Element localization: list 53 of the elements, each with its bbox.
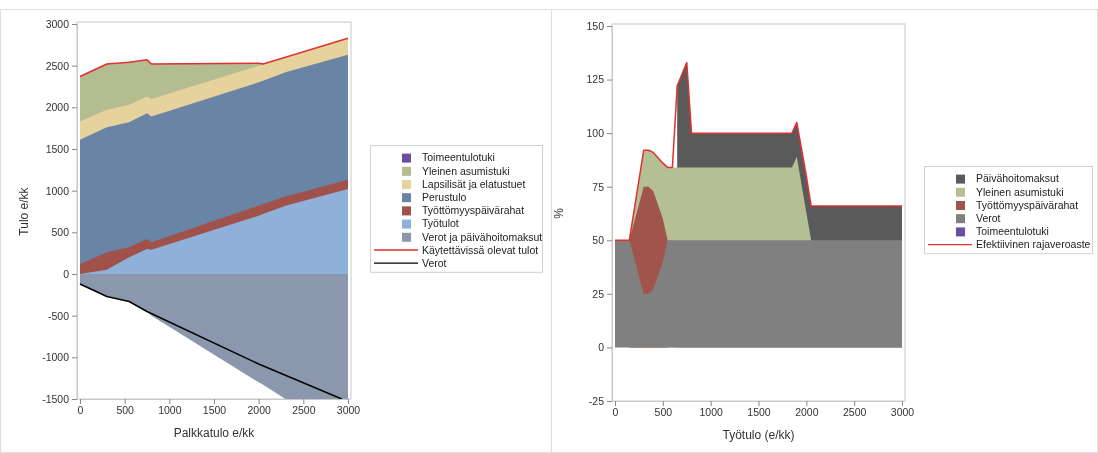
- legend-label: Työttömyyspäivärahat: [976, 198, 1079, 211]
- y-tick-label: 125: [586, 73, 605, 86]
- y-tick-label: 150: [586, 19, 605, 32]
- x-tick-label: 500: [654, 406, 673, 419]
- y-tick-label: -25: [588, 394, 605, 407]
- x-axis-title: Työtulo (e/kk): [722, 428, 795, 442]
- y-tick-label: -1500: [42, 392, 70, 405]
- y-tick-label: 2500: [45, 59, 70, 72]
- y-tick-label: -500: [47, 309, 70, 322]
- x-tick-label: 1500: [202, 404, 227, 417]
- x-tick-label: 2500: [842, 406, 867, 419]
- legend-label: Päivähoitomaksut: [976, 172, 1059, 185]
- legend-label: Verot ja päivähoitomaksut: [422, 230, 543, 243]
- x-tick-label: 3000: [890, 406, 915, 419]
- y-tick-label: 2000: [45, 101, 70, 114]
- x-tick-label: 1000: [699, 406, 724, 419]
- legend-label: Verot: [976, 212, 1001, 224]
- y-tick-label: 0: [598, 341, 605, 354]
- y-tick-label: 1000: [45, 184, 70, 197]
- legend-label: Toimeentulotuki: [976, 225, 1049, 238]
- legend-label: Verot: [422, 257, 447, 269]
- x-tick-label: 2000: [247, 404, 272, 417]
- line-series: [79, 37, 349, 78]
- x-axis-title: Palkkatulo e/kk: [173, 426, 256, 440]
- x-tick-label: 1500: [747, 406, 771, 419]
- x-tick-label: 2500: [292, 404, 316, 417]
- x-tick-label: 3000: [336, 404, 361, 417]
- y-tick-label: 75: [592, 180, 605, 193]
- legend-label: Yleinen asumistuki: [422, 164, 510, 177]
- y-tick-label: 100: [586, 127, 605, 139]
- x-tick-label: 500: [116, 404, 135, 417]
- y-axis-title: %: [552, 207, 566, 219]
- x-tick-label: 1000: [158, 404, 182, 417]
- y-tick-label: 25: [592, 287, 605, 300]
- x-tick-label: 0: [612, 406, 619, 419]
- x-tick-label: 0: [77, 404, 84, 417]
- legend-label: Toimeentulotuki: [422, 151, 495, 164]
- y-axis-title: Tulo e/kk: [17, 186, 31, 236]
- line-series: [614, 61, 903, 242]
- legend-label: Käytettävissä olevat tulot: [422, 243, 539, 256]
- legend-label: Työttömyyspäivärahat: [422, 204, 525, 217]
- legend-label: Lapsilisät ja elatustuet: [422, 177, 526, 190]
- legend-label: Perustulo: [422, 191, 467, 203]
- y-tick-label: 50: [592, 234, 605, 247]
- y-tick-label: 0: [63, 267, 70, 280]
- legend-label: Työtulot: [422, 217, 459, 230]
- y-tick-label: 3000: [45, 17, 70, 30]
- x-tick-label: 2000: [795, 406, 819, 419]
- legend-label: Efektiivinen rajaveroaste: [976, 238, 1091, 251]
- legend-label: Yleinen asumistuki: [976, 185, 1064, 198]
- y-tick-label: 500: [51, 226, 70, 239]
- y-tick-label: 1500: [45, 142, 70, 155]
- y-tick-label: -1000: [42, 351, 70, 364]
